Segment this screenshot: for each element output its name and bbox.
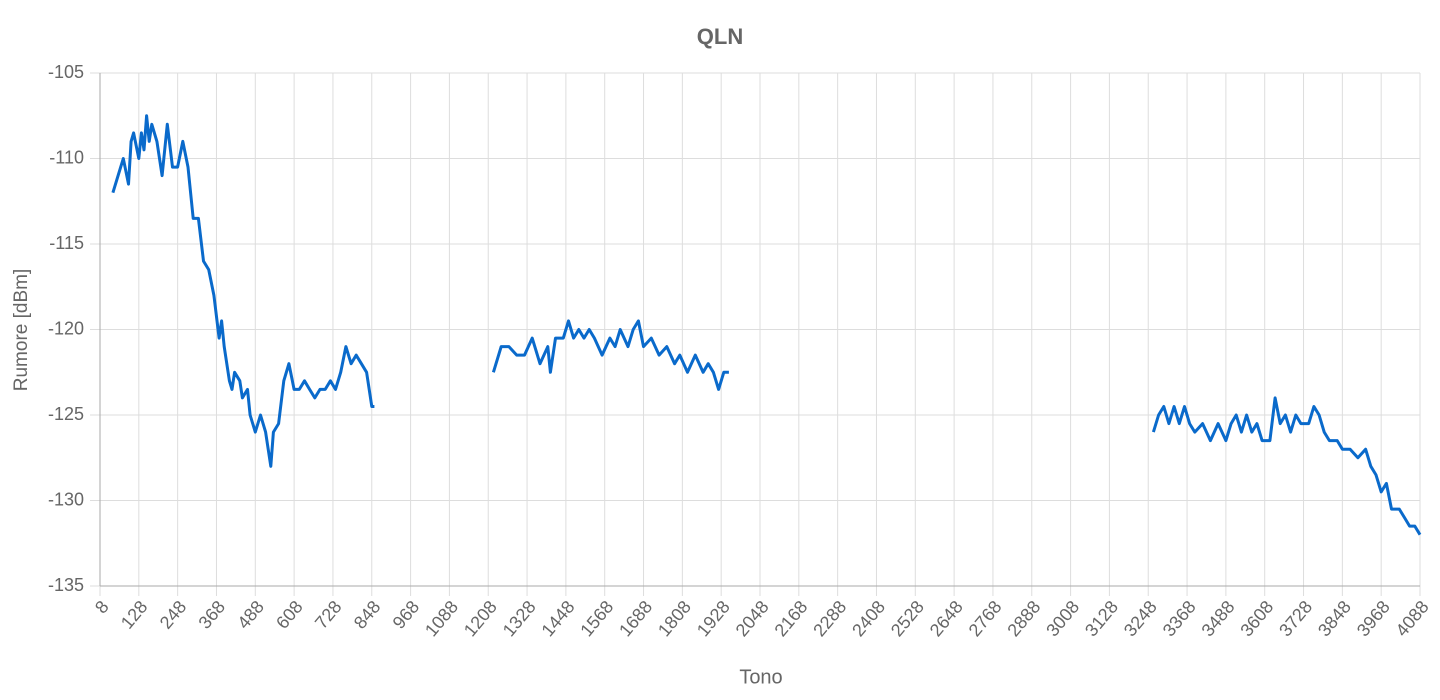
x-tick-label: 2288: [809, 597, 850, 641]
x-tick-label: 3968: [1353, 597, 1394, 641]
x-tick-label: 3608: [1236, 597, 1277, 641]
x-tick-label: 4088: [1392, 597, 1433, 641]
y-tick-label: -110: [49, 147, 84, 167]
y-tick-label: -105: [48, 62, 84, 82]
x-tick-label: 1688: [615, 597, 656, 641]
x-tick-label: 728: [311, 597, 346, 633]
x-tick-label: 2648: [926, 597, 967, 641]
x-tick-label: 3848: [1314, 597, 1355, 641]
y-tick-label: -130: [48, 489, 84, 509]
x-tick-label: 3008: [1042, 597, 1083, 641]
x-tick-label: 488: [233, 597, 268, 633]
x-tick-label: 1808: [654, 597, 695, 641]
x-tick-label: 1328: [499, 597, 540, 641]
x-tick-label: 1088: [421, 597, 462, 641]
x-tick-label: 248: [156, 597, 191, 633]
x-tick-label: 1568: [576, 597, 617, 641]
x-tick-label: 968: [389, 597, 424, 633]
x-tick-label: 3488: [1198, 597, 1239, 641]
x-tick-label: 1928: [693, 597, 734, 641]
x-tick-label: 608: [272, 597, 307, 633]
x-tick-label: 2768: [965, 597, 1006, 641]
x-tick-label: 368: [195, 597, 230, 633]
data-line: [111, 114, 1422, 536]
x-tick-label: 2408: [848, 597, 889, 641]
x-tick-label: 1448: [538, 597, 579, 641]
x-tick-label: 3728: [1275, 597, 1316, 641]
x-tick-label: 128: [117, 597, 152, 633]
chart-title: QLN: [697, 24, 743, 49]
x-tick-label: 3248: [1120, 597, 1161, 641]
y-tick-label: -120: [48, 318, 84, 338]
x-tick-label: 1208: [460, 597, 501, 641]
x-tick-label: 3128: [1081, 597, 1122, 641]
x-tick-label: 2048: [732, 597, 773, 641]
x-tick-label: 8: [91, 597, 113, 618]
x-tick-label: 848: [350, 597, 385, 633]
x-tick-label: 3368: [1159, 597, 1200, 641]
x-tick-label: 2888: [1003, 597, 1044, 641]
x-tick-label: 2168: [770, 597, 811, 641]
x-axis-label: Tono: [739, 666, 782, 688]
y-tick-label: -115: [49, 233, 84, 253]
y-tick-label: -125: [48, 404, 84, 424]
y-axis-label: Rumore [dBm]: [11, 269, 32, 391]
y-tick-label: -135: [48, 575, 84, 595]
x-tick-label: 2528: [887, 597, 928, 641]
